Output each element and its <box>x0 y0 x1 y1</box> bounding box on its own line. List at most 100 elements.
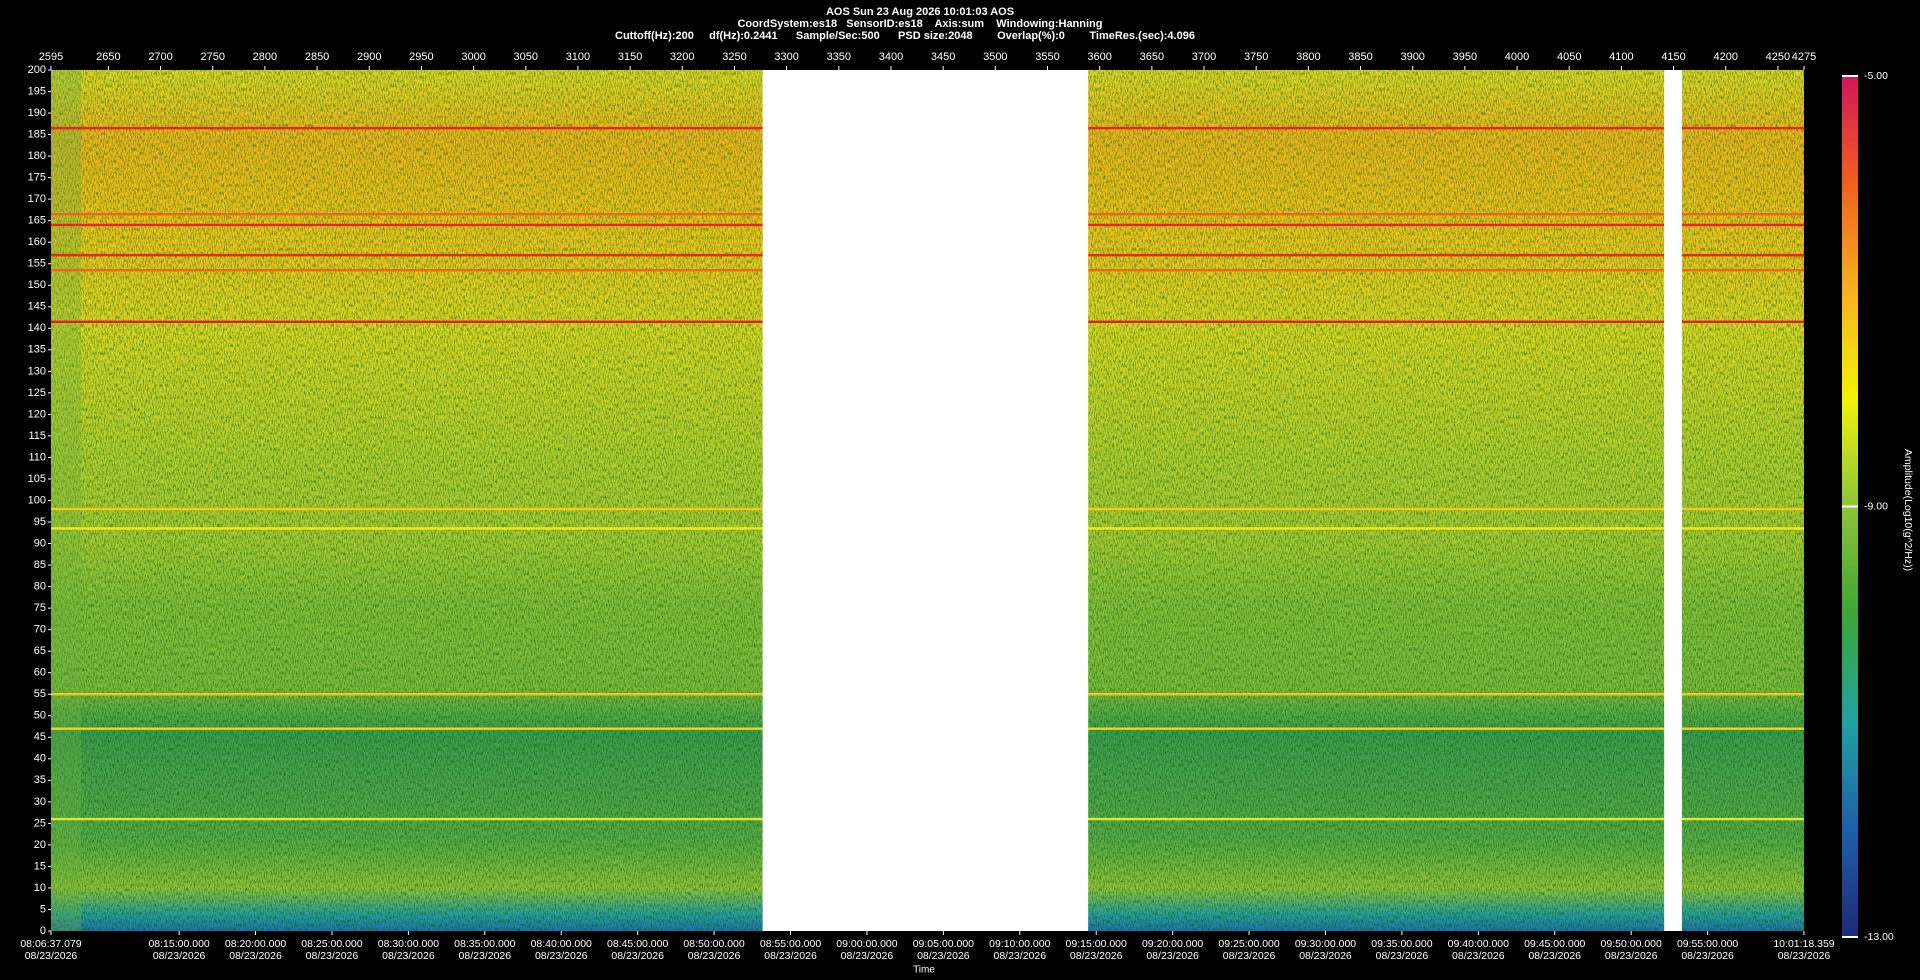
y-tick-label: 165 <box>28 215 46 227</box>
x-tick-label: 08:40:00.000 <box>531 938 592 950</box>
x-tick-label: 09:55:00.000 <box>1677 938 1738 950</box>
x2-tick-label: 3000 <box>461 51 485 63</box>
data-gap <box>1664 70 1682 931</box>
x2-tick-label: 3900 <box>1400 51 1424 63</box>
x-tick-date: 08/23/2026 <box>535 950 588 962</box>
x2-tick-label: 3350 <box>827 51 851 63</box>
x2-tick-label: 2850 <box>305 51 329 63</box>
x2-tick-label: 3650 <box>1140 51 1164 63</box>
x-tick-date: 08/23/2026 <box>994 950 1047 962</box>
x-tick-label: 08:06:37.079 <box>20 938 81 950</box>
x-tick-date: 08/23/2026 <box>25 950 78 962</box>
y-tick-label: 115 <box>28 430 46 442</box>
y-tick-label: 20 <box>34 839 46 851</box>
x2-tick-label: 3450 <box>931 51 955 63</box>
x2-tick-label: 2595 <box>39 51 63 63</box>
data-gap <box>762 70 1089 931</box>
y-tick-label: 170 <box>28 193 46 205</box>
x-tick-label: 09:35:00.000 <box>1371 938 1432 950</box>
x2-tick-label: 3200 <box>670 51 694 63</box>
y-tick-label: 0 <box>40 925 46 937</box>
chart-caption: Cuttoff(Hz):200 df(Hz):0.2441 Sample/Sec… <box>615 30 1195 42</box>
x-tick-date: 08/23/2026 <box>1299 950 1352 962</box>
x-tick-label: 08:20:00.000 <box>225 938 286 950</box>
chart-subtitle: CoordSystem:es18 SensorID:es18 Axis:sum … <box>737 18 1102 30</box>
y-tick-label: 160 <box>28 236 46 248</box>
y-tick-label: 40 <box>34 753 46 765</box>
y-tick-label: 175 <box>28 172 46 184</box>
x-tick-date: 08/23/2026 <box>841 950 894 962</box>
x2-tick-label: 2900 <box>357 51 381 63</box>
x2-tick-label: 3550 <box>1035 51 1059 63</box>
x2-tick-label: 4000 <box>1505 51 1529 63</box>
x2-tick-label: 2700 <box>148 51 172 63</box>
x-tick-date: 08/23/2026 <box>1070 950 1123 962</box>
x2-tick-label: 3300 <box>774 51 798 63</box>
x-tick-label: 09:50:00.000 <box>1601 938 1662 950</box>
x2-tick-label: 3050 <box>514 51 538 63</box>
x2-tick-label: 4050 <box>1557 51 1581 63</box>
x-tick-date: 08/23/2026 <box>688 950 741 962</box>
y-tick-label: 85 <box>34 559 46 571</box>
x2-tick-label: 3150 <box>618 51 642 63</box>
colorbar-tick-label: -13.00 <box>1864 931 1894 943</box>
x-tick-label: 09:00:00.000 <box>836 938 897 950</box>
x-tick-label: 09:05:00.000 <box>913 938 974 950</box>
x-tick-label: 08:25:00.000 <box>301 938 362 950</box>
x2-tick-label: 4100 <box>1609 51 1633 63</box>
y-tick-label: 30 <box>34 796 46 808</box>
plot-area <box>51 70 1804 931</box>
x2-tick-label: 3750 <box>1244 51 1268 63</box>
y-tick-label: 90 <box>34 537 46 549</box>
x2-tick-label: 3400 <box>879 51 903 63</box>
x-tick-date: 08/23/2026 <box>1223 950 1276 962</box>
y-tick-label: 125 <box>28 387 46 399</box>
x2-tick-label: 2750 <box>200 51 224 63</box>
y-tick-label: 130 <box>28 365 46 377</box>
y-tick-label: 80 <box>34 581 46 593</box>
y-tick-label: 55 <box>34 688 46 700</box>
x2-tick-label: 3700 <box>1192 51 1216 63</box>
x-tick-date: 08/23/2026 <box>1528 950 1581 962</box>
x2-tick-label: 2800 <box>253 51 277 63</box>
x-tick-date: 08/23/2026 <box>1778 950 1831 962</box>
x-tick-label: 08:45:00.000 <box>607 938 668 950</box>
y-tick-label: 65 <box>34 645 46 657</box>
x-tick-date: 08/23/2026 <box>1452 950 1505 962</box>
x2-tick-label: 4250 <box>1766 51 1790 63</box>
x-tick-date: 08/23/2026 <box>764 950 817 962</box>
x-tick-date: 08/23/2026 <box>611 950 664 962</box>
x2-tick-label: 3950 <box>1453 51 1477 63</box>
colorbar-tick-label: -9.00 <box>1864 500 1888 512</box>
x-tick-label: 09:10:00.000 <box>989 938 1050 950</box>
y-tick-label: 70 <box>34 624 46 636</box>
y-tick-label: 15 <box>34 860 46 872</box>
y-tick-label: 5 <box>40 903 46 915</box>
x-tick-label: 08:30:00.000 <box>378 938 439 950</box>
x-tick-label: 10:01:18.359 <box>1773 938 1834 950</box>
y-tick-label: 200 <box>28 64 46 76</box>
y-tick-label: 50 <box>34 710 46 722</box>
x-tick-date: 08/23/2026 <box>153 950 206 962</box>
x2-tick-label: 2950 <box>409 51 433 63</box>
x-tick-label: 09:45:00.000 <box>1524 938 1585 950</box>
colorbar-label: Amplitude(Log10(g^2/Hz)) <box>1902 449 1914 571</box>
x-tick-label: 08:35:00.000 <box>454 938 515 950</box>
x2-tick-label: 3850 <box>1348 51 1372 63</box>
x2-tick-label: 3600 <box>1087 51 1111 63</box>
x-tick-date: 08/23/2026 <box>229 950 282 962</box>
y-tick-label: 150 <box>28 279 46 291</box>
x2-tick-label: 4150 <box>1661 51 1685 63</box>
y-tick-label: 35 <box>34 774 46 786</box>
x-tick-label: 09:40:00.000 <box>1448 938 1509 950</box>
x-tick-date: 08/23/2026 <box>1146 950 1199 962</box>
y-tick-label: 95 <box>34 516 46 528</box>
x-tick-label: 08:55:00.000 <box>760 938 821 950</box>
y-tick-label: 10 <box>34 882 46 894</box>
x-tick-label: 09:20:00.000 <box>1142 938 1203 950</box>
x2-tick-label: 4275 <box>1792 51 1816 63</box>
x-tick-label: 09:25:00.000 <box>1218 938 1279 950</box>
y-tick-label: 135 <box>28 344 46 356</box>
